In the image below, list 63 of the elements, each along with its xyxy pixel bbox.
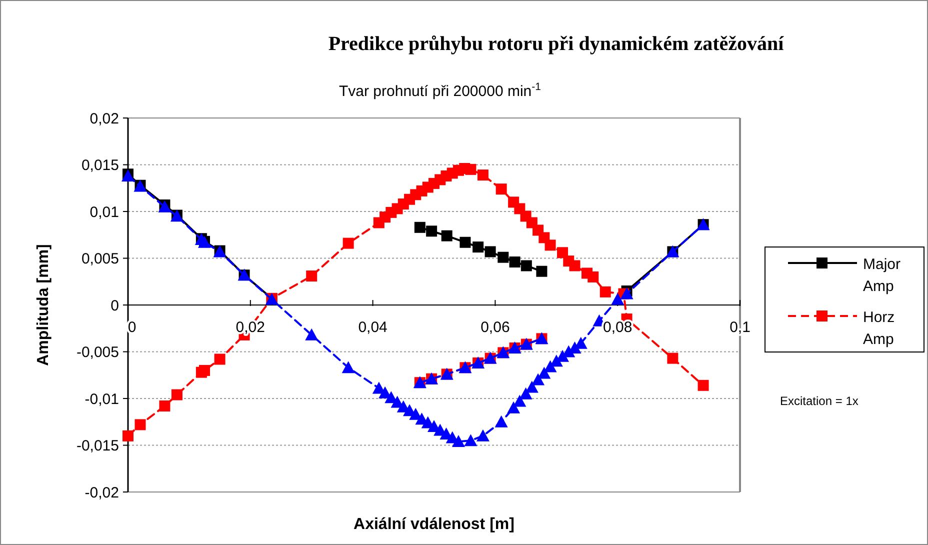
point: [498, 252, 509, 263]
point: [513, 394, 526, 407]
point: [305, 328, 318, 340]
point: [667, 352, 678, 364]
point: [496, 184, 507, 195]
point: [698, 380, 709, 391]
legend-label: Horz Amp: [863, 309, 895, 348]
point: [536, 266, 548, 277]
x-axis-title: Axiální vdálenost [m]: [354, 516, 514, 533]
legend-label: Major Amp: [863, 256, 901, 295]
y-tick-label: 0,02: [90, 110, 119, 128]
x-tick-label: 0,06: [480, 319, 510, 336]
x-tick-label: 0,1: [730, 319, 750, 336]
point: [494, 415, 508, 428]
y-tick-label: 0,005: [81, 250, 119, 268]
point: [611, 292, 624, 305]
y-tick-label: 0,015: [81, 157, 119, 174]
chart-subtitle: Tvar prohnutí při 200000 min$^{-1}$: [339, 81, 542, 100]
point: [520, 260, 532, 272]
point: [569, 260, 580, 272]
y-tick-label: 0: [110, 297, 119, 314]
x-tick-label: 0: [128, 319, 136, 336]
point: [525, 380, 538, 393]
point: [588, 271, 599, 282]
point: [532, 373, 545, 386]
y-tick-label: -0,01: [84, 390, 119, 408]
point: [452, 435, 465, 448]
point: [414, 222, 426, 233]
point: [544, 240, 556, 251]
y-tick-label: -0,015: [76, 438, 119, 454]
y-tick-label: -0,005: [76, 344, 119, 361]
point: [214, 354, 226, 365]
point: [600, 286, 611, 298]
point: [342, 238, 354, 249]
x-tick-label: 0,08: [603, 319, 632, 336]
point: [441, 230, 452, 242]
point: [426, 226, 438, 237]
point: [507, 401, 520, 414]
point: [538, 366, 551, 379]
point: [460, 236, 471, 248]
text: Excitation = 1x: [780, 394, 858, 408]
y-tick-label: 0,01: [90, 204, 119, 221]
x-tick-label: 0,02: [236, 319, 265, 336]
x-tick-label: 0,04: [358, 319, 388, 336]
point: [134, 419, 146, 430]
point: [199, 364, 210, 376]
y-tick-label: -0,02: [84, 484, 119, 502]
point: [519, 387, 532, 400]
point: [122, 430, 134, 442]
point: [464, 434, 478, 446]
point: [306, 270, 318, 282]
point: [171, 389, 182, 400]
point: [476, 429, 490, 442]
y-axis-title: Amplituda [mm]: [35, 244, 52, 366]
point: [472, 242, 484, 253]
point: [620, 287, 634, 300]
point: [159, 400, 170, 412]
chart-title: Predikce průhybu rotoru při dynamickém zatěžování: [328, 33, 784, 55]
point: [484, 246, 496, 258]
point: [465, 164, 476, 175]
point: [342, 361, 355, 374]
point: [477, 170, 488, 181]
point: [509, 256, 520, 268]
